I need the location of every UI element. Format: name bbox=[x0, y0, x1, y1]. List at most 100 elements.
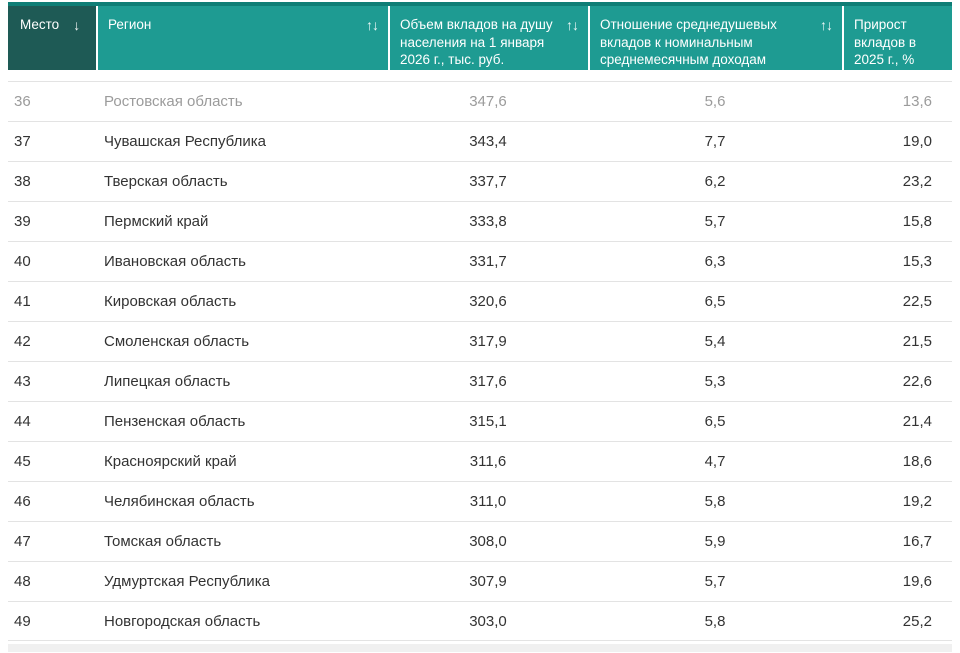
column-header-place-label: Место bbox=[20, 17, 60, 32]
cell-volume: 311,0 bbox=[469, 493, 507, 510]
cell-ratio: 6,5 bbox=[704, 413, 726, 430]
cell-growth: 23,2 bbox=[902, 173, 932, 190]
table-row: 49 Новгородская область 303,0 5,8 25,2 bbox=[8, 601, 952, 641]
cell-ratio: 5,8 bbox=[704, 493, 726, 510]
cell-ratio: 5,7 bbox=[704, 573, 726, 590]
cell-ratio: 7,7 bbox=[704, 133, 726, 150]
column-header-place[interactable]: Место ↓ bbox=[8, 6, 96, 70]
cell-place: 38 bbox=[14, 173, 31, 190]
cell-growth: 21,5 bbox=[902, 333, 932, 350]
cell-volume: 317,6 bbox=[469, 373, 507, 390]
cell-region: Красноярский край bbox=[104, 453, 237, 470]
cell-volume: 331,7 bbox=[469, 253, 507, 270]
cell-volume: 303,0 bbox=[469, 612, 507, 630]
table-row: 41 Кировская область 320,6 6,5 22,5 bbox=[8, 281, 952, 321]
table-row: 38 Тверская область 337,7 6,2 23,2 bbox=[8, 161, 952, 201]
cell-ratio: 5,8 bbox=[704, 612, 726, 630]
cell-growth: 19,2 bbox=[902, 493, 932, 510]
table-row: 44 Пензенская область 315,1 6,5 21,4 bbox=[8, 401, 952, 441]
cell-growth: 15,3 bbox=[902, 253, 932, 270]
column-header-ratio[interactable]: Отношение среднедушевых вкладов к номина… bbox=[588, 6, 842, 70]
table-row: 37 Чувашская Республика 343,4 7,7 19,0 bbox=[8, 121, 952, 161]
ratings-table: Место ↓ Регион ↑↓ Объем вкладов на душу … bbox=[8, 2, 952, 652]
cell-ratio: 5,6 bbox=[704, 93, 726, 110]
column-header-growth-label: Прирост вкладов в 2025 г., % bbox=[854, 17, 917, 68]
cell-place: 43 bbox=[14, 373, 31, 390]
table-row: 46 Челябинская область 311,0 5,8 19,2 bbox=[8, 481, 952, 521]
cell-place: 36 bbox=[14, 93, 31, 110]
table-row: 47 Томская область 308,0 5,9 16,7 bbox=[8, 521, 952, 561]
table-bottom-strip bbox=[8, 644, 952, 652]
cell-volume: 333,8 bbox=[469, 213, 507, 230]
column-header-region-label: Регион bbox=[108, 17, 152, 32]
column-header-growth[interactable]: Прирост вкладов в 2025 г., % bbox=[842, 6, 952, 70]
cell-growth: 22,6 bbox=[902, 373, 932, 390]
cell-region: Тверская область bbox=[104, 173, 228, 190]
cell-region: Пензенская область bbox=[104, 413, 246, 430]
table-row: 40 Ивановская область 331,7 6,3 15,3 bbox=[8, 241, 952, 281]
cell-ratio: 4,7 bbox=[704, 453, 726, 470]
cell-place: 41 bbox=[14, 293, 31, 310]
sort-both-icon: ↑↓ bbox=[566, 17, 579, 33]
table-row: 45 Красноярский край 311,6 4,7 18,6 bbox=[8, 441, 952, 481]
cell-region: Кировская область bbox=[104, 293, 237, 310]
cell-growth: 25,2 bbox=[902, 612, 932, 630]
cell-place: 44 bbox=[14, 413, 31, 430]
cell-ratio: 5,7 bbox=[704, 213, 726, 230]
column-header-volume-label: Объем вкладов на душу населения на 1 янв… bbox=[400, 17, 553, 68]
cell-ratio: 5,3 bbox=[704, 373, 726, 390]
cell-growth: 19,6 bbox=[902, 573, 932, 590]
cell-place: 49 bbox=[14, 612, 31, 630]
cell-region: Ростовская область bbox=[104, 93, 243, 110]
sort-both-icon: ↑↓ bbox=[366, 17, 379, 33]
column-header-region[interactable]: Регион ↑↓ bbox=[96, 6, 388, 70]
cell-place: 42 bbox=[14, 333, 31, 350]
cell-place: 48 bbox=[14, 573, 31, 590]
cell-region: Удмуртская Республика bbox=[104, 573, 270, 590]
cell-region: Новгородская область bbox=[104, 612, 261, 630]
cell-ratio: 6,2 bbox=[704, 173, 726, 190]
cell-volume: 320,6 bbox=[469, 293, 507, 310]
cell-growth: 16,7 bbox=[902, 533, 932, 550]
table-row: 48 Удмуртская Республика 307,9 5,7 19,6 bbox=[8, 561, 952, 601]
cell-volume: 311,6 bbox=[469, 453, 507, 470]
table-row: 42 Смоленская область 317,9 5,4 21,5 bbox=[8, 321, 952, 361]
cell-ratio: 5,9 bbox=[704, 533, 726, 550]
cell-region: Ивановская область bbox=[104, 253, 246, 270]
cell-growth: 19,0 bbox=[902, 133, 932, 150]
cell-ratio: 5,4 bbox=[704, 333, 726, 350]
sort-both-icon: ↑↓ bbox=[820, 17, 833, 33]
cell-growth: 13,6 bbox=[902, 93, 932, 110]
cell-ratio: 6,3 bbox=[704, 253, 726, 270]
cell-place: 39 bbox=[14, 213, 31, 230]
table-row: 39 Пермский край 333,8 5,7 15,8 bbox=[8, 201, 952, 241]
cell-volume: 308,0 bbox=[469, 533, 507, 550]
cell-place: 37 bbox=[14, 133, 31, 150]
cell-region: Чувашская Республика bbox=[104, 133, 266, 150]
cell-region: Томская область bbox=[104, 533, 222, 550]
cell-place: 40 bbox=[14, 253, 31, 270]
cell-growth: 21,4 bbox=[902, 413, 932, 430]
cell-volume: 317,9 bbox=[469, 333, 507, 350]
cell-growth: 22,5 bbox=[902, 293, 932, 310]
cell-place: 45 bbox=[14, 453, 31, 470]
table-body: 36 Ростовская область 347,6 5,6 13,6 37 … bbox=[8, 81, 952, 641]
cell-volume: 315,1 bbox=[469, 413, 507, 430]
cell-place: 46 bbox=[14, 493, 31, 510]
cell-volume: 347,6 bbox=[469, 93, 507, 110]
cell-region: Пермский край bbox=[104, 213, 209, 230]
cell-volume: 307,9 bbox=[469, 573, 507, 590]
column-header-volume[interactable]: Объем вкладов на душу населения на 1 янв… bbox=[388, 6, 588, 70]
cell-region: Липецкая область bbox=[104, 373, 231, 390]
cell-growth: 15,8 bbox=[902, 213, 932, 230]
table-header-row: Место ↓ Регион ↑↓ Объем вкладов на душу … bbox=[8, 2, 952, 70]
cell-growth: 18,6 bbox=[902, 453, 932, 470]
table-row: 36 Ростовская область 347,6 5,6 13,6 bbox=[8, 81, 952, 121]
cell-region: Смоленская область bbox=[104, 333, 250, 350]
cell-volume: 343,4 bbox=[469, 133, 507, 150]
column-header-ratio-label: Отношение среднедушевых вкладов к номина… bbox=[600, 17, 777, 68]
sort-desc-icon: ↓ bbox=[73, 17, 81, 33]
cell-region: Челябинская область bbox=[104, 493, 255, 510]
table-row: 43 Липецкая область 317,6 5,3 22,6 bbox=[8, 361, 952, 401]
cell-place: 47 bbox=[14, 533, 31, 550]
